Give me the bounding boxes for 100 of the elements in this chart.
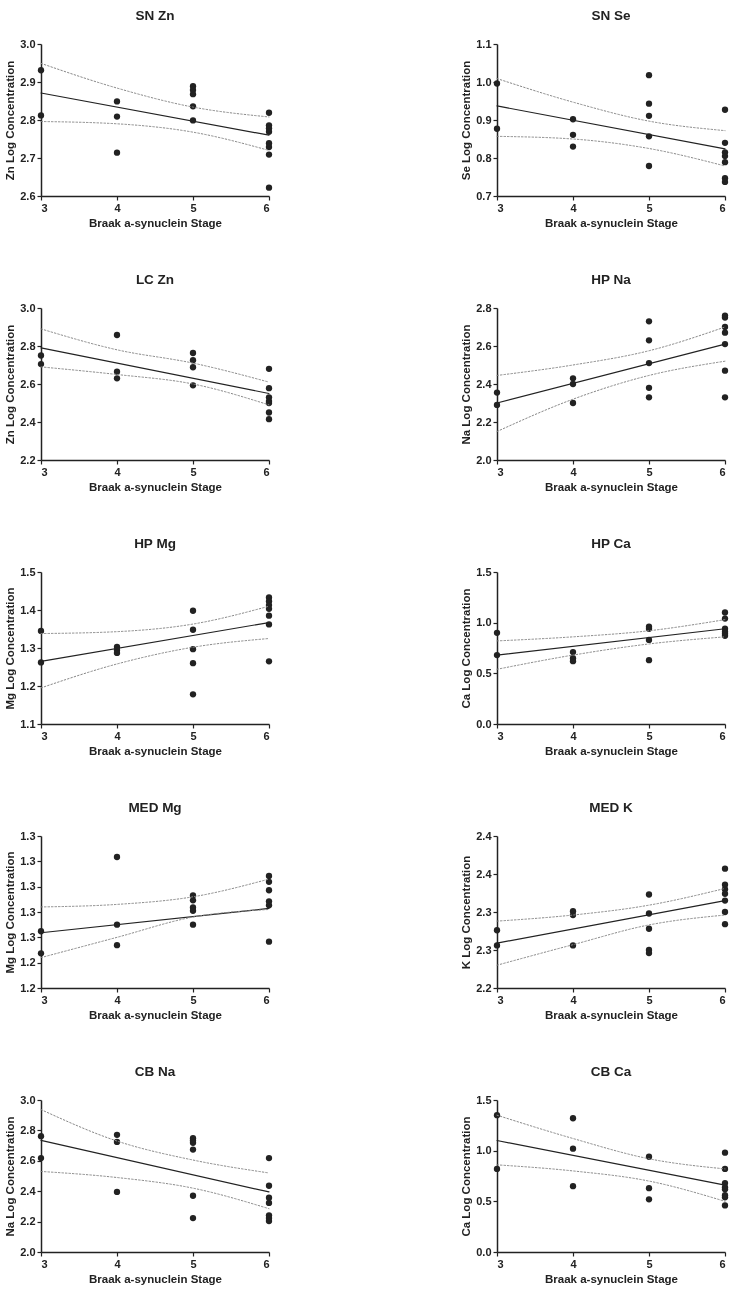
x-tick-label: 6 — [719, 465, 726, 478]
y-tick-label: 2.8 — [20, 339, 36, 352]
y-axis-title: Mg Log Concentration — [4, 851, 17, 974]
x-axis-title: Braak a-synuclein Stage — [89, 744, 222, 757]
y-tick-label: 2.6 — [20, 1154, 36, 1167]
x-tick-label: 5 — [646, 465, 653, 478]
x-tick-label: 3 — [497, 729, 504, 742]
y-axis-title: Na Log Concentration — [4, 1116, 17, 1237]
y-tick-label: 2.2 — [20, 453, 36, 466]
y-axis-title: Mg Log Concentration — [4, 587, 17, 710]
y-tick-label: 1.1 — [476, 37, 492, 50]
x-tick-label: 6 — [719, 993, 726, 1006]
x-tick-label: 6 — [263, 993, 270, 1006]
y-axis-title: Ca Log Concentration — [460, 1116, 473, 1237]
x-tick-label: 5 — [190, 1257, 197, 1270]
y-tick-label: 2.9 — [20, 75, 36, 88]
y-axis-title: Zn Log Concentration — [4, 60, 17, 181]
x-tick-label: 6 — [263, 465, 270, 478]
chart-title: MED K — [589, 799, 633, 815]
y-tick-label: 1.2 — [20, 679, 36, 692]
chart-title: CB Ca — [590, 1063, 632, 1079]
y-tick-label: 0.5 — [476, 1194, 492, 1207]
y-tick-label: 2.8 — [476, 301, 492, 314]
x-tick-label: 3 — [497, 465, 504, 478]
x-tick-label: 4 — [114, 993, 122, 1006]
x-tick-label: 6 — [719, 729, 726, 742]
y-tick-label: 2.2 — [20, 1215, 36, 1228]
y-tick-label: 2.3 — [476, 905, 492, 918]
x-tick-label: 6 — [263, 201, 270, 214]
y-tick-label: 1.3 — [20, 930, 36, 943]
x-tick-label: 3 — [41, 465, 48, 478]
y-tick-label: 0.8 — [476, 151, 492, 164]
y-tick-label: 0.0 — [476, 717, 492, 730]
y-tick-label: 2.8 — [20, 113, 36, 126]
x-tick-label: 5 — [646, 1257, 653, 1270]
x-tick-label: 4 — [570, 201, 578, 214]
y-tick-label: 1.0 — [476, 1144, 492, 1157]
x-axis-title: Braak a-synuclein Stage — [89, 1008, 222, 1021]
x-tick-label: 3 — [41, 1257, 48, 1270]
chart-title: HP Ca — [591, 535, 632, 551]
x-axis-title: Braak a-synuclein Stage — [545, 216, 678, 229]
y-tick-label: 2.4 — [20, 415, 37, 428]
y-tick-label: 1.5 — [20, 565, 36, 578]
x-tick-label: 5 — [646, 201, 653, 214]
y-tick-label: 1.2 — [20, 956, 36, 969]
y-tick-label: 2.4 — [476, 867, 493, 880]
y-tick-label: 3.0 — [20, 37, 36, 50]
y-tick-label: 1.3 — [20, 829, 36, 842]
y-axis-title: Na Log Concentration — [460, 324, 473, 445]
x-axis-title: Braak a-synuclein Stage — [545, 1272, 678, 1285]
y-axis-title: Ca Log Concentration — [460, 588, 473, 709]
x-tick-label: 4 — [114, 201, 122, 214]
y-tick-label: 2.4 — [476, 829, 493, 842]
y-tick-label: 2.6 — [20, 377, 36, 390]
x-tick-label: 3 — [41, 201, 48, 214]
y-tick-label: 1.5 — [476, 1093, 492, 1106]
x-tick-label: 4 — [114, 729, 122, 742]
x-tick-label: 5 — [190, 993, 197, 1006]
x-axis-title: Braak a-synuclein Stage — [545, 1008, 678, 1021]
y-tick-label: 2.2 — [476, 981, 492, 994]
y-tick-label: 2.0 — [476, 453, 492, 466]
x-tick-label: 5 — [646, 993, 653, 1006]
x-tick-label: 6 — [719, 1257, 726, 1270]
y-tick-label: 2.0 — [20, 1245, 36, 1258]
y-tick-label: 1.3 — [20, 641, 36, 654]
x-tick-label: 3 — [41, 729, 48, 742]
y-tick-label: 1.3 — [20, 905, 36, 918]
x-tick-label: 4 — [570, 465, 578, 478]
y-tick-label: 1.5 — [476, 565, 492, 578]
y-tick-label: 3.0 — [20, 1093, 36, 1106]
x-tick-label: 3 — [497, 993, 504, 1006]
chart-title: HP Mg — [134, 535, 176, 551]
y-tick-label: 2.6 — [20, 189, 36, 202]
x-tick-label: 4 — [114, 1257, 122, 1270]
y-tick-label: 3.0 — [20, 301, 36, 314]
y-tick-label: 2.3 — [476, 943, 492, 956]
y-tick-label: 2.6 — [476, 339, 492, 352]
y-tick-label: 1.3 — [20, 854, 36, 867]
x-axis-title: Braak a-synuclein Stage — [89, 480, 222, 493]
y-axis-title: Se Log Concentration — [460, 60, 473, 181]
x-tick-label: 4 — [114, 465, 122, 478]
chart-title: SN Se — [591, 7, 631, 23]
x-axis-title: Braak a-synuclein Stage — [545, 480, 678, 493]
x-tick-label: 5 — [190, 201, 197, 214]
x-axis-title: Braak a-synuclein Stage — [89, 216, 222, 229]
y-tick-label: 0.9 — [476, 113, 492, 126]
x-tick-label: 6 — [263, 729, 270, 742]
y-axis-title: Zn Log Concentration — [4, 324, 17, 445]
x-axis-title: Braak a-synuclein Stage — [545, 744, 678, 757]
y-tick-label: 0.5 — [476, 666, 492, 679]
y-tick-label: 1.3 — [20, 880, 36, 893]
x-tick-label: 4 — [570, 993, 578, 1006]
y-axis-title: K Log Concentration — [460, 855, 473, 970]
chart-title: MED Mg — [128, 799, 182, 815]
x-tick-label: 5 — [190, 465, 197, 478]
x-tick-label: 4 — [570, 1257, 578, 1270]
x-tick-label: 6 — [263, 1257, 270, 1270]
y-tick-label: 1.1 — [20, 717, 36, 730]
y-tick-label: 1.0 — [476, 616, 492, 629]
x-tick-label: 4 — [570, 729, 578, 742]
